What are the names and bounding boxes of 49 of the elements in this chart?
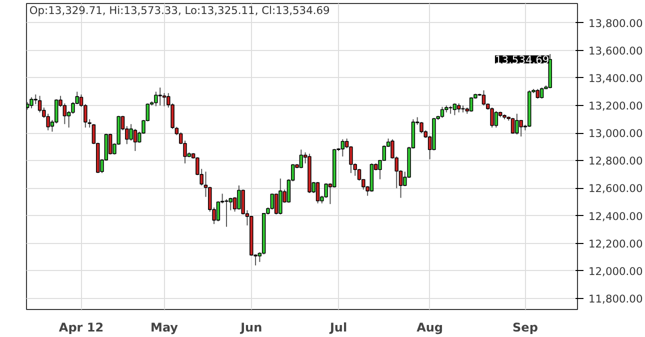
candlestick	[469, 96, 474, 112]
candlestick	[158, 87, 162, 106]
y-tick-label: 12,000.00	[588, 264, 643, 278]
candlestick	[216, 200, 220, 222]
y-tick-label: 13,400.00	[588, 72, 643, 85]
candlestick	[30, 96, 34, 109]
y-tick-label: 12,600.00	[588, 182, 643, 196]
candlestick	[34, 94, 38, 105]
candlestick	[519, 119, 523, 138]
y-tick-label: 13,600.00	[588, 44, 643, 58]
candlestick	[515, 113, 519, 135]
candlestick	[54, 98, 58, 124]
candlestick	[494, 110, 498, 128]
annotation: Op:13,329.71, Hi:13,573.33, Lo:13,325.11, Cl:13,534.69	[29, 4, 330, 17]
x-tick-label: May	[150, 320, 178, 334]
candlestick	[38, 95, 42, 113]
candlestick	[62, 102, 67, 125]
candlestick	[237, 184, 241, 210]
candlestick	[536, 88, 540, 100]
candlestick	[490, 107, 494, 128]
candlestick	[154, 91, 158, 107]
candlestick	[316, 182, 320, 204]
candlestick	[224, 198, 228, 228]
candlestick	[133, 128, 138, 152]
candlestick	[278, 178, 282, 215]
y-tick-label: 13,800.00	[588, 16, 643, 30]
candlestick	[340, 138, 345, 157]
candlestick	[162, 92, 166, 107]
x-tick-label: Jun	[240, 320, 262, 334]
candlestick	[540, 87, 544, 100]
y-tick-label: 13,000.00	[588, 127, 643, 140]
annotation: 13,534.69	[494, 53, 550, 66]
x-tick-label: Sep	[512, 320, 538, 334]
y-tick-label: 12,800.00	[588, 154, 643, 168]
candlestick	[448, 106, 452, 114]
y-tick-label: 13,200.00	[588, 100, 643, 112]
candlestick	[228, 197, 232, 211]
x-tick-label: Aug	[416, 320, 444, 334]
candlestick	[510, 117, 515, 134]
candlestick	[274, 193, 278, 215]
x-tick-label: Jul	[328, 320, 348, 334]
y-tick-label: 12,200.00	[588, 237, 643, 250]
candlestick	[270, 193, 274, 210]
x-tick-label: Apr 12	[58, 320, 104, 334]
candlestick	[299, 149, 304, 169]
y-tick-label: 11,800.00	[588, 292, 643, 306]
candlestick	[482, 90, 486, 106]
candlestick	[440, 106, 444, 118]
y-tick-label: 12,400.00	[588, 210, 643, 223]
